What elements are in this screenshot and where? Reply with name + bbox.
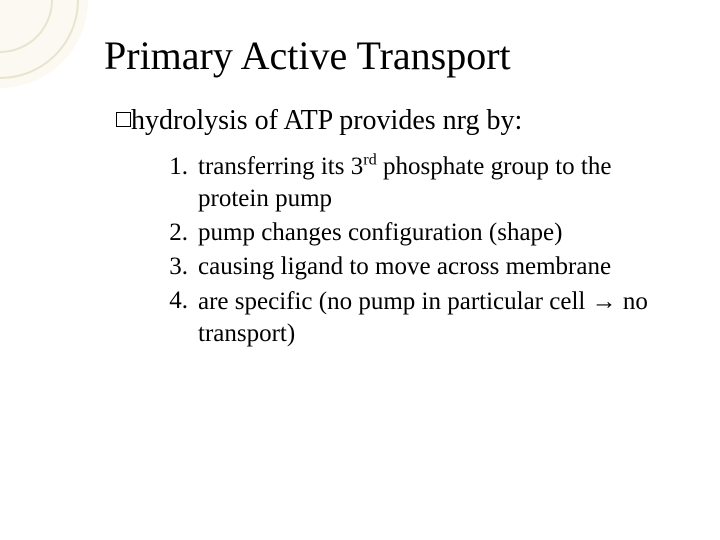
square-bullet-icon bbox=[116, 112, 131, 127]
item-text: pump changes configuration (shape) bbox=[198, 217, 680, 249]
list-item: 2. pump changes configuration (shape) bbox=[164, 217, 680, 249]
item-text: transferring its 3rd phosphate group to … bbox=[198, 151, 680, 215]
item-text: causing ligand to move across membrane bbox=[198, 251, 680, 283]
numbered-list: 1. transferring its 3rd phosphate group … bbox=[164, 151, 680, 350]
bullet-text: hydrolysis of ATP provides nrg by: bbox=[131, 105, 522, 136]
item-number: 4. bbox=[164, 285, 198, 350]
item-number: 1. bbox=[164, 151, 198, 215]
item-number: 3. bbox=[164, 251, 198, 283]
bullet-main: hydrolysis of ATP provides nrg by: bbox=[116, 105, 680, 137]
list-item: 1. transferring its 3rd phosphate group … bbox=[164, 151, 680, 215]
item-text: are specific (no pump in particular cell… bbox=[198, 285, 680, 350]
list-item: 4. are specific (no pump in particular c… bbox=[164, 285, 680, 350]
slide-body: Primary Active Transport hydrolysis of A… bbox=[0, 0, 720, 540]
slide-title: Primary Active Transport bbox=[104, 32, 680, 79]
item-number: 2. bbox=[164, 217, 198, 249]
list-item: 3. causing ligand to move across membran… bbox=[164, 251, 680, 283]
